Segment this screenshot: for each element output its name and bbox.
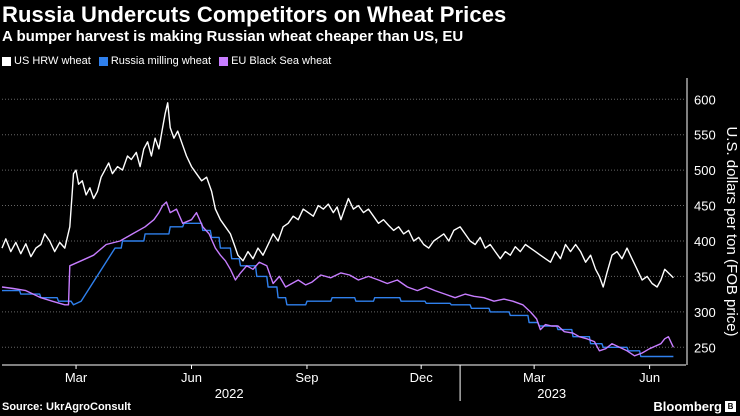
- legend-label-us: US HRW wheat: [14, 55, 91, 67]
- legend-label-eu: EU Black Sea wheat: [231, 55, 332, 67]
- legend-item-us: US HRW wheat: [2, 55, 91, 67]
- chart-subtitle: A bumper harvest is making Russian wheat…: [2, 28, 464, 45]
- russia-milling-wheat-line: [2, 222, 674, 358]
- y-tick-label: 400: [694, 234, 716, 249]
- legend-swatch-us: [2, 56, 11, 66]
- x-tick-label: Sep: [295, 370, 318, 385]
- x-tick-label: Jun: [181, 370, 202, 385]
- brand-name: Bloomberg: [653, 399, 722, 414]
- legend-item-russia: Russia milling wheat: [98, 55, 212, 67]
- legend-label-russia: Russia milling wheat: [110, 55, 212, 67]
- bloomberg-mark-icon: B: [725, 401, 736, 412]
- y-tick-label: 500: [694, 163, 716, 178]
- x-tick-label: Mar: [65, 370, 88, 385]
- legend-swatch-russia: [98, 56, 108, 66]
- us-hrw-wheat-line: [1, 102, 674, 288]
- y-tick-label: 450: [694, 199, 716, 214]
- y-tick-label: 350: [694, 269, 716, 284]
- legend-item-eu: EU Black Sea wheat: [219, 55, 331, 67]
- eu-black-sea-wheat-line: [1, 201, 675, 357]
- y-tick-label: 250: [694, 340, 716, 355]
- y-axis-title: U.S. dollars per ton (FOB price): [723, 126, 740, 336]
- year-label: 2022: [215, 386, 244, 401]
- x-tick-label: Mar: [523, 370, 546, 385]
- y-tick-label: 600: [694, 92, 716, 107]
- x-tick-label: Dec: [410, 370, 434, 385]
- year-label: 2023: [537, 386, 566, 401]
- legend-swatch-eu: [219, 56, 229, 66]
- legend: US HRW wheat Russia milling wheat EU Bla…: [2, 55, 331, 67]
- y-tick-label: 300: [694, 305, 716, 320]
- brand-logo: Bloomberg B: [653, 399, 736, 414]
- y-tick-label: 550: [694, 128, 716, 143]
- x-tick-label: Jun: [639, 370, 660, 385]
- chart-title: Russia Undercuts Competitors on Wheat Pr…: [2, 2, 507, 27]
- source-note: Source: UkrAgroConsult: [2, 401, 131, 413]
